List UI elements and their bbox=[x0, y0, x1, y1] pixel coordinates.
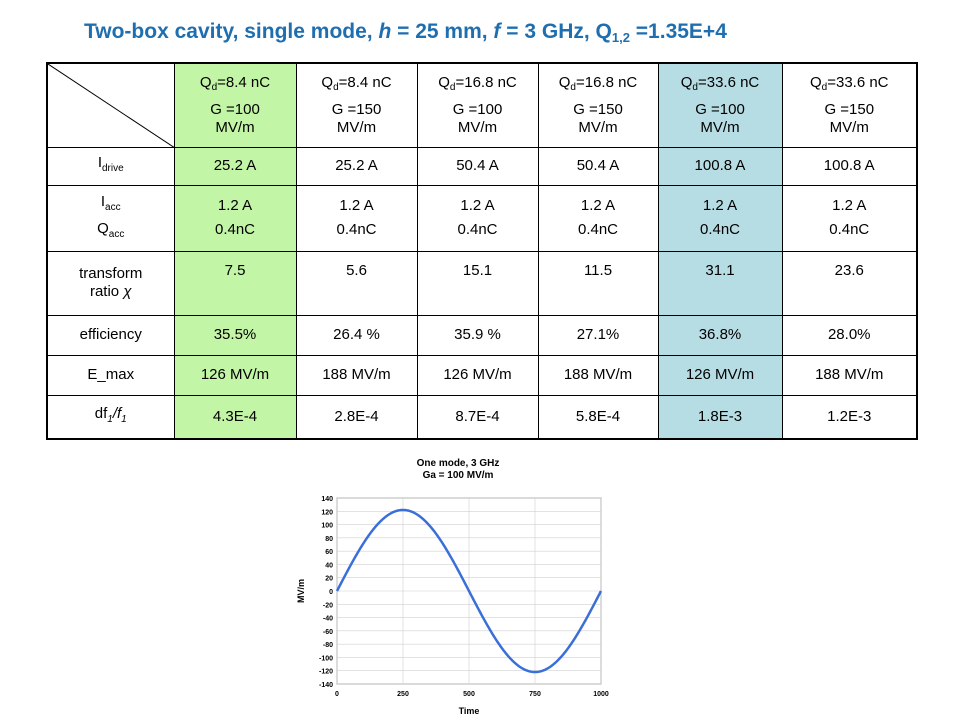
frequency-shift-cell-4: 5.8E-4 bbox=[537, 394, 659, 440]
y-tick-label: 140 bbox=[321, 496, 333, 503]
accelerated-cell-1: 1.2 A 0.4nC bbox=[173, 184, 297, 252]
frequency-shift-cell-5: 1.8E-3 bbox=[657, 394, 783, 440]
column-header-1: Qd=8.4 nC G =100 MV/m bbox=[173, 62, 297, 148]
y-tick-label: -60 bbox=[323, 629, 333, 636]
transform-ratio-cell-6: 23.6 bbox=[781, 250, 918, 316]
header-row: Qd=8.4 nC G =100 MV/m Qd=8.4 nC G =150 MV/m Qd… bbox=[46, 62, 918, 148]
y-tick-label: 0 bbox=[329, 589, 333, 596]
efficiency-cell-5: 36.8% bbox=[657, 314, 783, 356]
accelerated-cell-5: 1.2 A 0.4nC bbox=[657, 184, 783, 252]
title-f-value: = 3 GHz, Q bbox=[500, 20, 612, 43]
frequency-shift-cell-1: 4.3E-4 bbox=[173, 394, 297, 440]
efficiency-cell-1: 35.5% bbox=[173, 314, 297, 356]
frequency-shift-cell-2: 2.8E-4 bbox=[295, 394, 418, 440]
row-frequency-shift: df1/f1 4.3E-4 2.8E-4 8.7E-4 5.8E-4 1.8E-3 1.2… bbox=[46, 394, 918, 440]
transform-ratio-cell-4: 11.5 bbox=[537, 250, 659, 316]
efficiency-cell-4: 27.1% bbox=[537, 314, 659, 356]
row-transform-ratio: transform ratio χ 7.5 5.6 15.1 11.5 31.1 23.6 bbox=[46, 250, 918, 316]
series-line bbox=[335, 508, 603, 674]
e-max-cell-1: 126 MV/m bbox=[173, 354, 297, 396]
row-accelerated-current: Iacc Qacc 1.2 A 0.4nC 1.2 A 0.4nC 1.2 A 0.4nC… bbox=[46, 184, 918, 252]
title-q-value: =1.35E+4 bbox=[629, 20, 727, 43]
y-tick-label: -120 bbox=[319, 669, 333, 676]
efficiency-cell-6: 28.0% bbox=[781, 314, 918, 356]
drive-current-cell-5: 100.8 A bbox=[657, 146, 783, 186]
row-efficiency: efficiency 35.5% 26.4 % 35.9 % 27.1% 36.8% 28… bbox=[46, 314, 918, 356]
e-max-cell-2: 188 MV/m bbox=[295, 354, 418, 396]
column-header-3: Qd=16.8 nC G =100 MV/m bbox=[416, 62, 539, 148]
row-drive-current: Idrive 25.2 A 25.2 A 50.4 A 50.4 A 100.8 A 10… bbox=[46, 146, 918, 186]
chart-subtitle: Ga = 100 MV/m bbox=[423, 470, 494, 481]
transform-ratio-cell-3: 15.1 bbox=[416, 250, 539, 316]
row-label-accelerated-current: Iacc Qacc bbox=[46, 184, 175, 252]
corner-cell bbox=[46, 62, 175, 148]
accelerated-cell-6: 1.2 A 0.4nC bbox=[781, 184, 918, 252]
y-tick-label: -20 bbox=[323, 602, 333, 609]
page-title: Two-box cavity, single mode, h = 25 mm, … bbox=[84, 20, 944, 44]
transform-ratio-cell-2: 5.6 bbox=[295, 250, 418, 316]
drive-current-cell-6: 100.8 A bbox=[781, 146, 918, 186]
drive-current-cell-2: 25.2 A bbox=[295, 146, 418, 186]
y-tick-label: -140 bbox=[319, 682, 333, 689]
accelerated-cell-4: 1.2 A 0.4nC bbox=[537, 184, 659, 252]
e-max-cell-4: 188 MV/m bbox=[537, 354, 659, 396]
title-prefix: Two-box cavity, single mode, bbox=[84, 20, 379, 43]
column-header-2: Qd=8.4 nC G =150 MV/m bbox=[295, 62, 418, 148]
y-tick-label: -100 bbox=[319, 655, 333, 662]
row-label-e-max: E_max bbox=[46, 354, 175, 396]
transform-ratio-cell-5: 31.1 bbox=[657, 250, 783, 316]
efficiency-cell-2: 26.4 % bbox=[295, 314, 418, 356]
title-f-variable: f bbox=[493, 20, 501, 43]
title-q-subscript: 1,2 bbox=[611, 30, 630, 45]
frequency-shift-cell-3: 8.7E-4 bbox=[416, 394, 539, 440]
y-tick-label: -40 bbox=[323, 616, 333, 623]
sine-chart: One mode, 3 GHz Ga = 100 MV/m 140 120 100 8… bbox=[288, 450, 618, 720]
x-tick-label: 500 bbox=[463, 691, 475, 698]
x-tick-label: 750 bbox=[529, 691, 541, 698]
frequency-shift-cell-6: 1.2E-3 bbox=[781, 394, 918, 440]
y-tick-label: 20 bbox=[325, 576, 333, 583]
x-tick-label: 1000 bbox=[593, 691, 609, 698]
e-max-cell-6: 188 MV/m bbox=[781, 354, 918, 396]
drive-current-cell-1: 25.2 A bbox=[173, 146, 297, 186]
e-max-cell-3: 126 MV/m bbox=[416, 354, 539, 396]
drive-current-cell-4: 50.4 A bbox=[537, 146, 659, 186]
column-header-5: Qd=33.6 nC G =100 MV/m bbox=[657, 62, 783, 148]
results-table: Qd=8.4 nC G =100 MV/m Qd=8.4 nC G =150 MV/m Qd… bbox=[46, 62, 918, 440]
title-h-value: = 25 mm, bbox=[391, 20, 494, 43]
accelerated-cell-3: 1.2 A 0.4nC bbox=[416, 184, 539, 252]
x-tick-label: 250 bbox=[397, 691, 409, 698]
chart-title: One mode, 3 GHz bbox=[417, 458, 500, 469]
row-label-frequency-shift: df1/f1 bbox=[46, 394, 175, 440]
corner-diagonal bbox=[48, 64, 173, 146]
column-header-6: Qd=33.6 nC G =150 MV/m bbox=[781, 62, 918, 148]
y-tick-label: 120 bbox=[321, 509, 333, 516]
row-label-efficiency: efficiency bbox=[46, 314, 175, 356]
row-e-max: E_max 126 MV/m 188 MV/m 126 MV/m 188 MV/m 12… bbox=[46, 354, 918, 396]
y-tick-label: -80 bbox=[323, 642, 333, 649]
column-header-4: Qd=16.8 nC G =150 MV/m bbox=[537, 62, 659, 148]
drive-current-cell-3: 50.4 A bbox=[416, 146, 539, 186]
chart-svg: One mode, 3 GHz Ga = 100 MV/m 140 120 100 8… bbox=[296, 458, 609, 716]
row-label-transform-ratio: transform ratio χ bbox=[46, 250, 175, 316]
y-tick-label: 80 bbox=[325, 536, 333, 543]
x-tick-label: 0 bbox=[335, 691, 339, 698]
transform-ratio-cell-1: 7.5 bbox=[173, 250, 297, 316]
row-label-drive-current: Idrive bbox=[46, 146, 175, 186]
title-h-variable: h bbox=[378, 20, 392, 43]
y-tick-label: 60 bbox=[325, 549, 333, 556]
e-max-cell-5: 126 MV/m bbox=[657, 354, 783, 396]
y-tick-label: 40 bbox=[325, 562, 333, 569]
y-tick-label: 100 bbox=[321, 523, 333, 530]
accelerated-cell-2: 1.2 A 0.4nC bbox=[295, 184, 418, 252]
x-axis-label: Time bbox=[459, 706, 480, 716]
efficiency-cell-3: 35.9 % bbox=[416, 314, 539, 356]
y-axis-label: MV/m bbox=[296, 579, 306, 603]
